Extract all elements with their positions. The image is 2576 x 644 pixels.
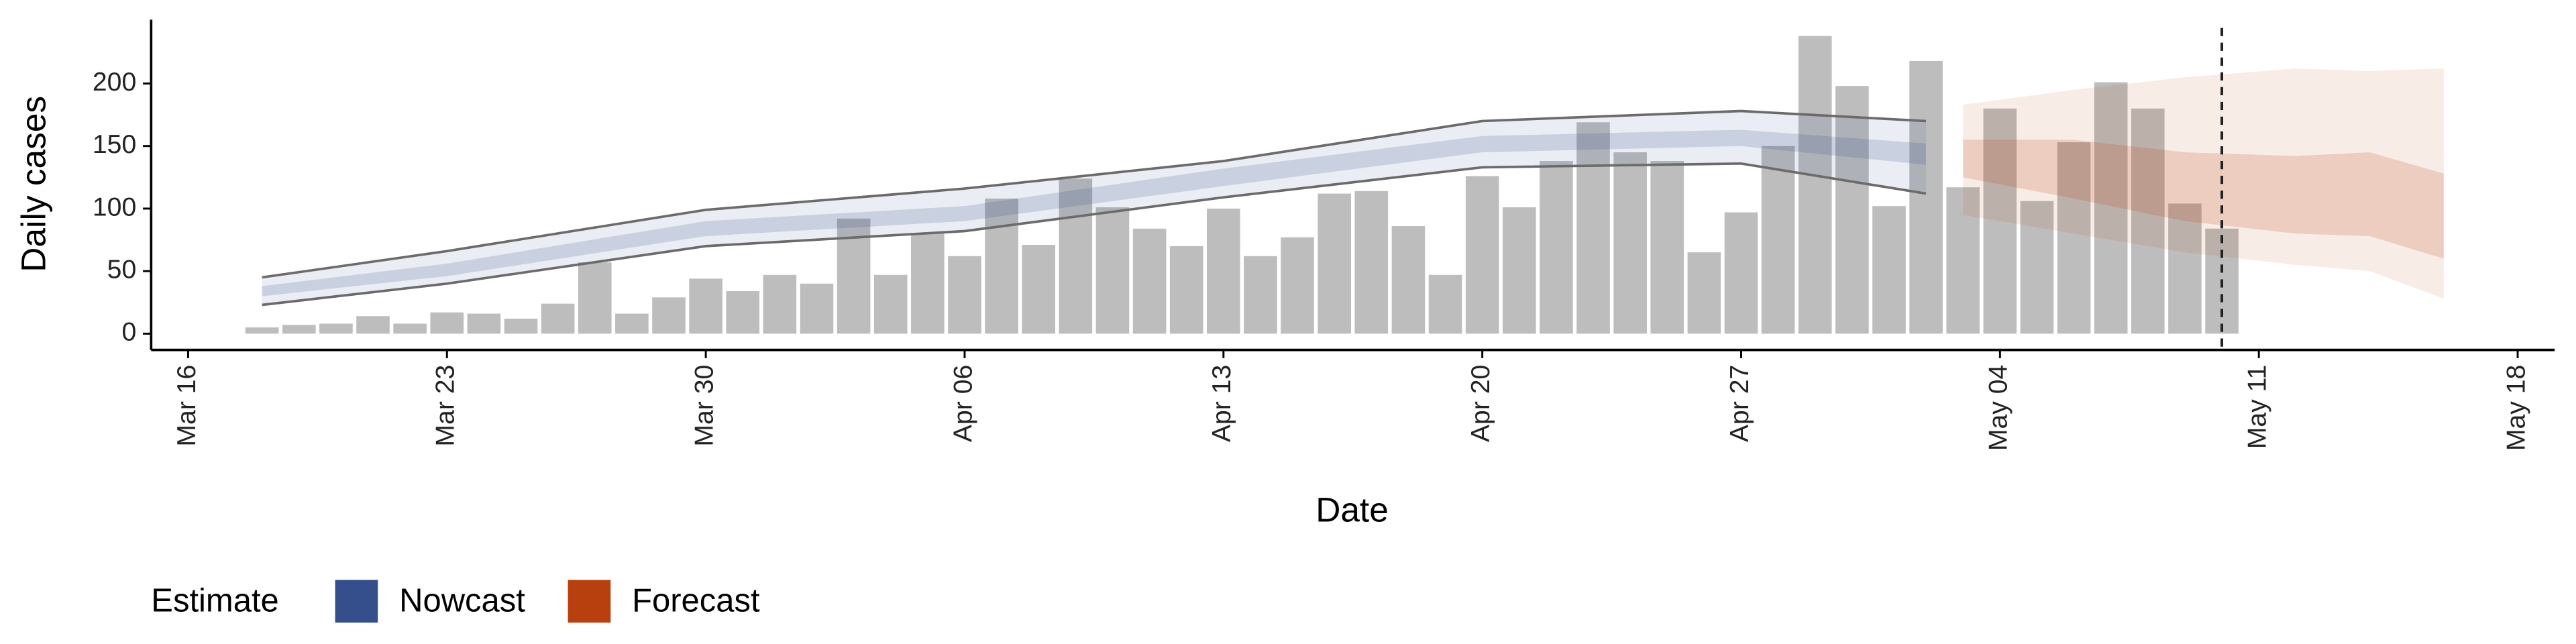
- bar: [1540, 161, 1573, 334]
- x-tick-label: Apr 27: [1725, 365, 1754, 442]
- x-tick-label: May 18: [2502, 365, 2530, 451]
- bar: [1132, 228, 1167, 334]
- x-tick-label: Mar 23: [431, 365, 460, 447]
- bar: [1281, 237, 1314, 334]
- bar: [800, 283, 834, 334]
- bar: [1244, 256, 1277, 334]
- bar: [2131, 108, 2165, 334]
- x-tick-label: May 04: [1984, 365, 2013, 451]
- bound-line: [262, 162, 1927, 307]
- bar: [2057, 142, 2091, 334]
- bar: [1391, 226, 1426, 334]
- bar: [652, 297, 686, 334]
- x-tick-label: Apr 13: [1208, 365, 1236, 442]
- x-tick-label: Mar 16: [172, 365, 201, 447]
- bar: [1169, 246, 1203, 334]
- bar: [1576, 122, 1610, 334]
- bar: [689, 278, 722, 334]
- bar: [873, 274, 908, 334]
- bar: [504, 319, 538, 334]
- bound-line: [262, 109, 1927, 279]
- bar: [356, 316, 390, 334]
- bar: [1983, 108, 2017, 334]
- bar: [1835, 86, 1869, 334]
- bar: [1761, 146, 1795, 334]
- bar: [1946, 187, 1980, 334]
- x-tick-label: Apr 06: [949, 365, 977, 442]
- bar: [985, 199, 1018, 334]
- x-tick-label: Apr 20: [1466, 365, 1495, 442]
- bar: [1872, 206, 1906, 334]
- y-tick-label: 0: [121, 318, 136, 347]
- y-tick-label: 100: [93, 193, 136, 221]
- bar: [430, 312, 464, 334]
- band: [1963, 140, 2444, 259]
- y-tick-label: 150: [93, 130, 136, 159]
- bar: [2168, 203, 2202, 334]
- legend-title: Estimate: [151, 583, 279, 619]
- bar: [1059, 178, 1093, 334]
- bar: [1318, 193, 1351, 334]
- bar: [1428, 274, 1462, 334]
- x-tick-label: May 11: [2243, 365, 2272, 449]
- bar: [763, 274, 797, 334]
- bar: [1095, 207, 1130, 334]
- y-tick-label: 50: [107, 256, 137, 284]
- bar: [1022, 245, 1056, 334]
- bar: [1724, 212, 1758, 334]
- bar: [578, 262, 612, 334]
- bar: [541, 303, 575, 334]
- legend-label: Forecast: [632, 583, 760, 619]
- y-tick-label: 200: [93, 68, 136, 97]
- bar: [245, 327, 279, 334]
- bar: [282, 325, 316, 334]
- y-axis-title: Daily cases: [13, 96, 52, 272]
- bar: [1207, 208, 1240, 334]
- bar: [1354, 191, 1389, 334]
- x-tick-label: Mar 30: [690, 365, 718, 447]
- bar: [726, 290, 760, 334]
- bar: [2094, 82, 2128, 334]
- bar: [1502, 207, 1536, 334]
- band: [262, 129, 1927, 297]
- bar: [1650, 161, 1684, 334]
- legend-swatch: [335, 580, 378, 623]
- bar: [1687, 252, 1721, 334]
- bar: [2020, 201, 2054, 334]
- bar: [1909, 60, 1943, 334]
- band: [1963, 68, 2444, 299]
- legend-label: Nowcast: [399, 583, 525, 619]
- legend-swatch: [568, 580, 611, 623]
- bar: [1613, 152, 1647, 334]
- bar: [911, 233, 945, 334]
- bar: [393, 323, 427, 334]
- band: [262, 111, 1927, 305]
- bar: [467, 313, 501, 334]
- bar: [1798, 36, 1832, 334]
- bar: [1465, 176, 1499, 334]
- bar: [948, 256, 981, 334]
- bar: [615, 313, 649, 334]
- x-axis-title: Date: [1316, 490, 1389, 529]
- bar: [319, 323, 353, 334]
